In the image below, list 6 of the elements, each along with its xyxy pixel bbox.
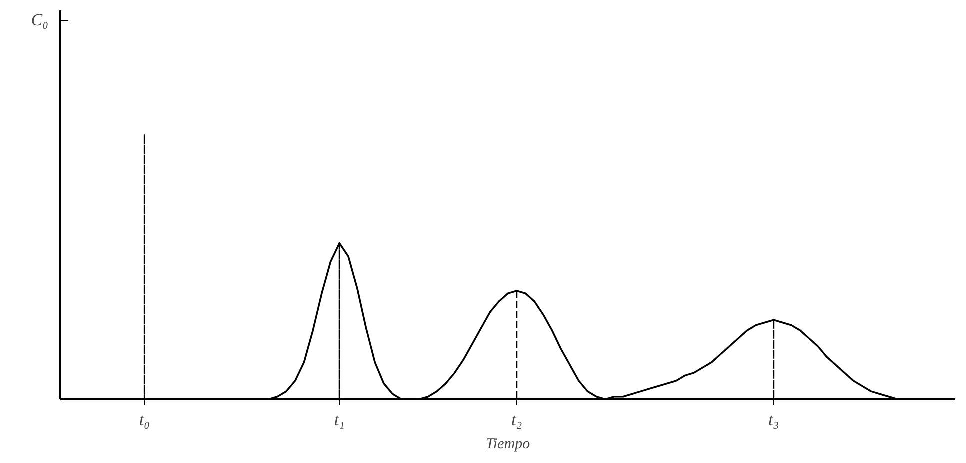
text: C₀ — [31, 10, 49, 30]
x-tick-label: t₃ — [768, 410, 780, 430]
x-axis-title: Tiempo — [486, 436, 531, 452]
x-tick-label: t₁ — [334, 410, 345, 430]
x-tick-label: t₀ — [139, 410, 150, 430]
x-tick-label: t₂ — [512, 410, 522, 430]
